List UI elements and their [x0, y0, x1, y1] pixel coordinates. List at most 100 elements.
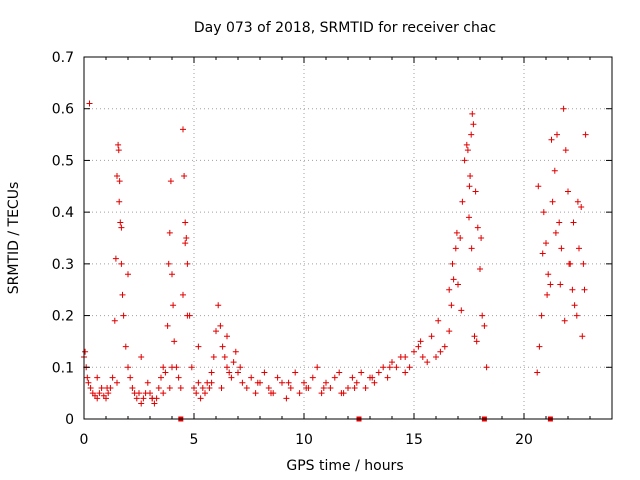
data-point — [96, 390, 103, 397]
data-point — [560, 105, 567, 112]
data-point — [558, 245, 565, 252]
data-point — [274, 374, 281, 381]
data-point — [122, 343, 129, 350]
data-point — [195, 343, 202, 350]
x-tick-label: 10 — [295, 432, 313, 448]
data-point — [380, 364, 387, 371]
data-point — [573, 312, 580, 319]
data-point — [582, 131, 589, 138]
data-point — [237, 364, 244, 371]
data-point — [147, 390, 153, 397]
data-point — [419, 353, 426, 360]
data-point — [552, 229, 559, 236]
data-point — [478, 235, 485, 241]
data-point — [565, 188, 571, 195]
data-point — [118, 224, 125, 231]
data-point — [474, 224, 481, 231]
y-tick-label: 0.2 — [52, 309, 74, 325]
data-point — [217, 322, 224, 329]
data-point — [283, 395, 290, 402]
data-point — [279, 379, 285, 386]
data-point — [208, 369, 215, 376]
data-point — [133, 395, 140, 402]
data-point — [109, 374, 116, 381]
data-point — [458, 307, 465, 314]
x-axis: 0 5 10 15 20 — [80, 57, 591, 448]
data-point — [441, 343, 448, 350]
data-point — [182, 240, 189, 247]
data-point — [561, 317, 568, 324]
data-point — [98, 384, 105, 391]
data-point — [534, 369, 541, 376]
data-point — [448, 302, 455, 309]
y-tick-label: 0.4 — [52, 205, 74, 221]
data-point — [540, 209, 547, 216]
y-axis: 0 0.1 0.2 0.3 0.4 0.5 0.6 0.7 — [52, 50, 612, 428]
x-tick-label: 5 — [190, 432, 199, 448]
data-point — [469, 110, 476, 117]
data-point — [539, 250, 546, 257]
data-point — [468, 131, 475, 138]
data-point — [138, 353, 145, 360]
data-point — [224, 333, 230, 340]
data-point — [94, 374, 101, 381]
data-point — [287, 384, 294, 391]
data-point — [115, 147, 122, 154]
data-point — [351, 384, 358, 391]
data-point — [213, 328, 219, 335]
data-point — [151, 400, 158, 407]
data-point — [371, 379, 378, 386]
data-point — [188, 364, 195, 371]
data-point — [358, 369, 365, 376]
data-point — [461, 157, 468, 164]
data-point — [208, 379, 215, 386]
data-point — [136, 390, 142, 397]
data-point — [428, 333, 435, 340]
data-point — [353, 379, 360, 386]
data-point — [309, 374, 316, 381]
data-point — [549, 198, 556, 205]
data-point — [435, 317, 442, 324]
data-point — [177, 384, 184, 391]
data-point — [215, 302, 222, 309]
data-point — [433, 353, 439, 360]
data-point — [218, 384, 225, 391]
data-point — [479, 312, 486, 319]
grid — [84, 57, 612, 419]
data-point — [576, 245, 582, 252]
data-point — [318, 390, 325, 397]
data-point — [463, 141, 470, 148]
data-point — [248, 374, 255, 381]
data-point — [221, 353, 228, 360]
data-point — [580, 260, 587, 267]
data-point — [578, 203, 585, 210]
data-point — [166, 229, 173, 236]
data-point — [557, 281, 564, 288]
data-point — [571, 302, 578, 309]
data-point — [202, 390, 208, 397]
data-point — [327, 384, 334, 391]
data-point — [452, 245, 459, 252]
data-point — [457, 235, 464, 241]
data-point — [424, 359, 431, 366]
data-point — [375, 369, 382, 376]
data-point — [171, 338, 178, 345]
data-point — [384, 374, 391, 381]
data-point — [166, 384, 173, 391]
data-point — [466, 214, 472, 221]
data-point — [129, 384, 136, 391]
data-point — [406, 364, 413, 371]
data-point — [160, 364, 167, 371]
data-point — [301, 379, 307, 386]
data-point — [547, 281, 554, 288]
y-tick-label: 0.3 — [52, 257, 74, 273]
data-point — [536, 343, 543, 350]
data-point — [191, 384, 197, 391]
data-point — [180, 126, 186, 133]
x-tick-label: 20 — [515, 432, 533, 448]
data-point — [182, 219, 189, 226]
data-point — [82, 348, 89, 355]
data-point — [160, 390, 167, 397]
data-point — [535, 183, 542, 190]
